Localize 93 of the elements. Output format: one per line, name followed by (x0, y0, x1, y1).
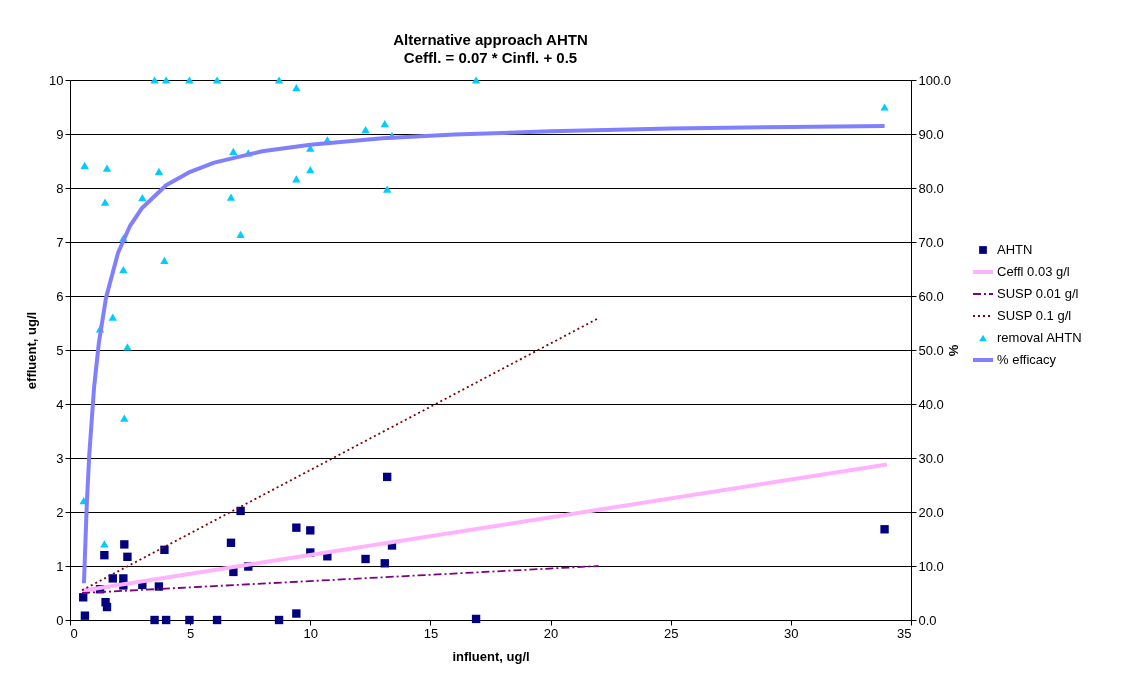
legend-label: SUSP 0.1 g/l (997, 308, 1072, 323)
y-tick-label: 4 (56, 396, 64, 412)
point (154, 167, 164, 175)
y2-tick-label: 20.0 (918, 504, 944, 520)
legend-label: SUSP 0.01 g/l (997, 286, 1079, 301)
x-tick-label: 0 (70, 625, 78, 641)
x-tick-label: 5 (187, 625, 195, 641)
point (292, 609, 301, 618)
point (292, 83, 301, 92)
point (274, 76, 284, 84)
point (120, 414, 129, 422)
x-tick-label: 35 (897, 625, 912, 641)
point (100, 198, 110, 206)
point (382, 472, 392, 482)
legend-label: removal AHTN (997, 330, 1082, 345)
y-tick-label: 1 (56, 558, 64, 574)
point (80, 161, 89, 169)
point (108, 574, 117, 583)
legend-label: % efficacy (997, 352, 1057, 367)
y2-tick-label: 100.0 (918, 72, 952, 88)
point (185, 615, 194, 625)
y-tick-label: 6 (56, 288, 64, 304)
point (380, 559, 389, 568)
point (150, 615, 159, 625)
line-series (81, 123, 887, 586)
y2-tick-label: 70.0 (918, 234, 944, 250)
x-tick-label: 10 (303, 625, 319, 641)
point (102, 602, 112, 612)
point (161, 615, 171, 625)
x-axis-title: influent, ug/l (452, 648, 530, 664)
y2-tick-label: 10.0 (918, 558, 944, 574)
point (212, 76, 222, 84)
point (306, 166, 315, 174)
point (102, 164, 112, 172)
point (229, 147, 238, 155)
y2-tick-label: 50.0 (918, 342, 944, 358)
y-tick-label: 10 (49, 72, 64, 88)
point (471, 614, 481, 624)
legend-label: Ceffl 0.03 g/l (997, 264, 1070, 279)
point (160, 545, 169, 554)
point (138, 194, 147, 202)
y-tick-label: 9 (56, 126, 64, 142)
point (236, 230, 245, 239)
point (380, 120, 389, 128)
point (160, 256, 169, 264)
x-tick-label: 30 (784, 625, 799, 641)
y2-tick-label: 90.0 (918, 126, 944, 142)
chart-subtitle: Ceffl. = 0.07 * Cinfl. + 0.5 (403, 49, 578, 66)
point (361, 126, 370, 134)
y-tick-label: 8 (56, 180, 64, 196)
point (161, 76, 171, 84)
y2-tick-label: 0.0 (918, 612, 937, 628)
point (79, 593, 88, 602)
x-tick-label: 20 (543, 625, 559, 641)
point (236, 506, 245, 516)
point (361, 554, 370, 564)
point (212, 615, 222, 625)
x-tick-label: 25 (663, 625, 679, 641)
point (880, 525, 889, 534)
legend-label: AHTN (997, 242, 1033, 257)
point (292, 175, 301, 183)
y-tick-label: 0 (56, 612, 64, 628)
y2-axis-title: % (946, 344, 962, 357)
point (123, 552, 132, 561)
point (154, 582, 164, 591)
y-tick-label: 7 (56, 234, 64, 250)
y-tick-label: 2 (56, 504, 64, 520)
y2-tick-label: 30.0 (918, 450, 944, 466)
point (123, 343, 132, 351)
point (292, 523, 301, 532)
y2-tick-label: 80.0 (918, 180, 944, 196)
point (100, 540, 109, 548)
point (274, 615, 284, 625)
point (306, 526, 315, 535)
y2-tick-label: 60.0 (918, 288, 944, 304)
y-tick-label: 5 (56, 342, 64, 358)
point (880, 103, 889, 111)
point (382, 185, 392, 193)
point (226, 193, 236, 201)
chart-title: Alternative approach AHTN (393, 31, 588, 48)
x-tick-label: 15 (423, 625, 439, 641)
point (120, 540, 129, 549)
y-axis-title: effluent, ug/l (24, 311, 40, 390)
point (226, 538, 236, 547)
point (108, 313, 117, 321)
point (80, 611, 90, 620)
point (150, 76, 159, 84)
point (119, 265, 128, 274)
point (185, 76, 194, 84)
point (471, 76, 481, 84)
y-tick-label: 3 (56, 450, 64, 466)
point (100, 551, 109, 560)
y2-tick-label: 40.0 (918, 396, 944, 412)
